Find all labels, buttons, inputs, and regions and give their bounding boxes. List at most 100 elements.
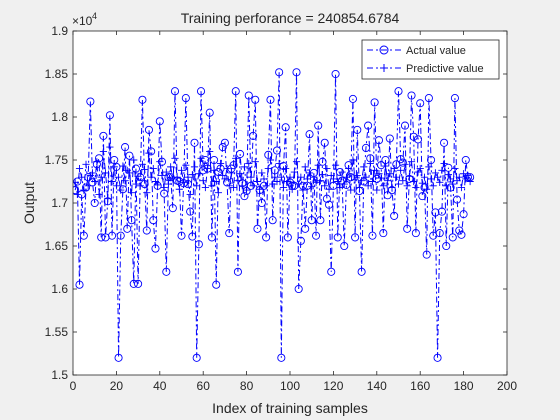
series-actual-value xyxy=(73,68,475,362)
data-point-predictive-value xyxy=(349,156,357,164)
data-point-predictive-value xyxy=(297,173,305,181)
data-point-actual-value xyxy=(90,198,99,208)
data-point-actual-value xyxy=(81,183,91,192)
x-tick-label: 120 xyxy=(323,379,343,393)
data-point-predictive-value xyxy=(290,168,298,176)
data-point-predictive-value xyxy=(234,177,242,185)
data-point-actual-value xyxy=(437,207,446,216)
data-point-actual-value xyxy=(435,229,444,238)
data-point-actual-value xyxy=(88,178,97,187)
y-tick-label: 1.75 xyxy=(45,153,69,167)
data-point-actual-value xyxy=(426,155,436,165)
data-point-predictive-value xyxy=(91,177,99,186)
data-point-predictive-value xyxy=(416,165,424,173)
data-point-actual-value xyxy=(149,216,158,225)
data-point-predictive-value xyxy=(243,186,251,194)
data-point-actual-value xyxy=(390,211,399,220)
data-point-predictive-value xyxy=(256,185,264,193)
data-point-predictive-value xyxy=(214,189,222,197)
data-point-predictive-value xyxy=(431,169,439,177)
data-point-predictive-value xyxy=(368,177,377,186)
data-point-actual-value xyxy=(105,111,114,120)
data-point-actual-value xyxy=(151,244,160,253)
data-point-predictive-value xyxy=(195,170,203,178)
data-point-predictive-value xyxy=(138,160,147,168)
data-point-predictive-value xyxy=(160,183,168,192)
x-tick-label: 0 xyxy=(70,379,77,393)
data-point-actual-value xyxy=(459,210,468,219)
data-point-predictive-value xyxy=(366,159,374,168)
data-point-predictive-value xyxy=(245,159,253,168)
data-point-predictive-value xyxy=(286,173,294,181)
data-point-actual-value xyxy=(294,284,303,294)
data-point-actual-value xyxy=(229,161,238,170)
data-point-predictive-value xyxy=(449,180,457,188)
data-point-predictive-value xyxy=(193,182,201,190)
data-point-actual-value xyxy=(424,94,433,103)
data-point-predictive-value xyxy=(305,169,314,177)
data-point-actual-value xyxy=(400,121,410,130)
data-point-actual-value xyxy=(316,216,325,225)
data-point-predictive-value xyxy=(371,166,379,174)
data-point-actual-value xyxy=(162,267,171,276)
data-point-predictive-value xyxy=(364,182,372,190)
data-point-predictive-value xyxy=(143,189,151,197)
data-point-actual-value xyxy=(374,136,384,145)
data-point-predictive-value xyxy=(201,183,209,192)
data-point-predictive-value xyxy=(399,177,407,185)
data-point-predictive-value xyxy=(340,180,348,188)
data-point-actual-value xyxy=(244,91,253,100)
data-point-actual-value xyxy=(450,94,459,103)
data-point-predictive-value xyxy=(95,190,103,198)
data-point-predictive-value xyxy=(405,172,413,180)
data-point-predictive-value xyxy=(331,161,340,169)
legend: Actual value Predictive value xyxy=(361,39,500,80)
data-point-predictive-value xyxy=(410,177,418,186)
data-point-actual-value xyxy=(357,267,366,276)
data-point-actual-value xyxy=(168,204,177,213)
data-point-actual-value xyxy=(140,180,149,189)
data-point-predictive-value xyxy=(316,177,324,185)
data-point-actual-value xyxy=(331,69,340,79)
data-point-predictive-value xyxy=(418,179,426,187)
data-point-predictive-value xyxy=(216,159,225,168)
data-point-actual-value xyxy=(131,164,140,173)
plot-area xyxy=(73,31,507,375)
data-point-predictive-value xyxy=(141,165,149,174)
data-point-actual-value xyxy=(277,353,286,362)
data-point-predictive-value xyxy=(167,163,175,171)
data-point-predictive-value xyxy=(119,162,127,170)
data-point-predictive-value xyxy=(208,182,216,190)
data-point-actual-value xyxy=(457,230,466,239)
data-point-actual-value xyxy=(99,131,108,140)
legend-label-actual: Actual value xyxy=(406,45,466,57)
data-point-actual-value xyxy=(398,158,407,167)
data-point-actual-value xyxy=(403,224,412,233)
data-point-predictive-value xyxy=(275,159,283,168)
data-point-actual-value xyxy=(442,241,451,251)
series-line-actual-value xyxy=(74,72,471,358)
y-tick-label: 1.85 xyxy=(45,67,69,81)
data-point-predictive-value xyxy=(282,165,290,173)
data-point-actual-value xyxy=(108,231,117,240)
data-point-predictive-value xyxy=(394,180,403,188)
data-point-actual-value xyxy=(455,226,464,235)
data-point-predictive-value xyxy=(247,173,255,181)
data-point-actual-value xyxy=(225,229,234,238)
data-point-actual-value xyxy=(409,132,418,141)
data-point-actual-value xyxy=(266,95,275,104)
data-point-predictive-value xyxy=(392,173,400,181)
chart-title: Training perforance = 240854.6784 xyxy=(181,10,400,26)
data-point-predictive-value xyxy=(264,165,272,173)
data-point-actual-value xyxy=(73,186,80,195)
data-point-actual-value xyxy=(340,241,349,251)
data-point-actual-value xyxy=(97,233,106,242)
x-tick-label: 180 xyxy=(454,379,474,393)
data-point-predictive-value xyxy=(236,170,244,178)
data-point-predictive-value xyxy=(397,166,405,174)
data-point-actual-value xyxy=(79,231,88,240)
data-point-predictive-value xyxy=(295,180,303,188)
x-tick-label: 60 xyxy=(197,379,211,393)
data-point-predictive-value xyxy=(180,178,188,186)
